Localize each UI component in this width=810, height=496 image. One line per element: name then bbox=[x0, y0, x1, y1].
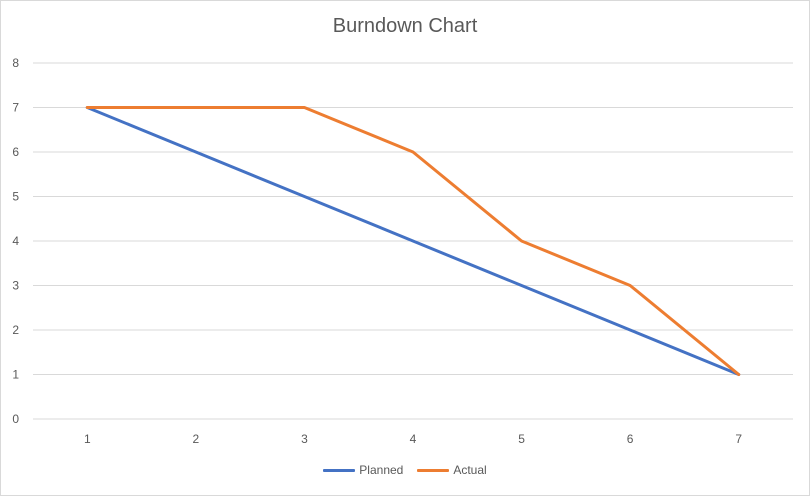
y-axis-ticks: 0 1 2 3 4 5 6 7 8 bbox=[12, 56, 19, 426]
series-lines bbox=[85, 106, 741, 376]
y-tick-label: 3 bbox=[12, 279, 19, 293]
x-tick-label: 2 bbox=[193, 432, 200, 446]
x-tick-label: 1 bbox=[84, 432, 91, 446]
legend-swatch-actual bbox=[417, 468, 450, 472]
y-tick-label: 8 bbox=[12, 56, 19, 70]
y-tick-label: 1 bbox=[12, 368, 19, 382]
y-tick-label: 5 bbox=[12, 190, 19, 204]
x-tick-label: 6 bbox=[627, 432, 634, 446]
x-tick-label: 4 bbox=[410, 432, 417, 446]
x-tick-label: 5 bbox=[518, 432, 525, 446]
y-tick-label: 7 bbox=[12, 101, 19, 115]
series-line-planned bbox=[85, 106, 741, 376]
y-tick-label: 6 bbox=[12, 145, 19, 159]
series-line-actual bbox=[85, 106, 741, 376]
x-tick-label: 7 bbox=[735, 432, 742, 446]
legend-item-planned: Planned bbox=[323, 463, 403, 477]
chart-title: Burndown Chart bbox=[332, 15, 478, 37]
x-tick-label: 3 bbox=[301, 432, 308, 446]
legend-swatch-planned bbox=[323, 468, 356, 472]
y-tick-label: 4 bbox=[12, 234, 19, 248]
legend-label-actual: Actual bbox=[453, 463, 487, 477]
legend-label-planned: Planned bbox=[359, 463, 404, 477]
legend: Planned Actual bbox=[1, 463, 809, 477]
legend-item-actual: Actual bbox=[417, 463, 487, 477]
x-axis-ticks: 1 2 3 4 5 6 7 bbox=[84, 432, 742, 446]
y-tick-label: 2 bbox=[12, 323, 19, 337]
y-tick-label: 0 bbox=[12, 412, 19, 426]
